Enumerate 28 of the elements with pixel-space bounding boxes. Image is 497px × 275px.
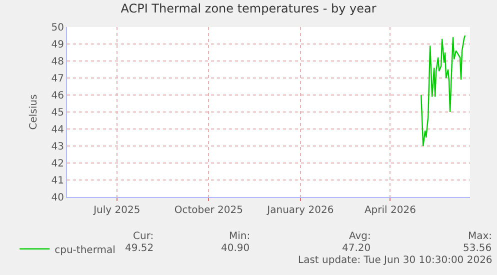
text: 40.90 xyxy=(221,243,250,254)
x-tick-label: April 2026 xyxy=(364,205,416,216)
y-tick-label: 45 xyxy=(51,108,64,118)
y-tick-label: 48 xyxy=(51,56,64,68)
y-tick-label: 40 xyxy=(51,192,64,204)
text: Max: xyxy=(468,231,492,242)
y-tick-label: 49 xyxy=(51,40,64,50)
y-tick-label: 41 xyxy=(51,176,64,186)
text: 47.20 xyxy=(342,243,371,254)
y-axis-title: Celsius xyxy=(28,94,40,130)
line-series xyxy=(420,34,466,147)
legend-label: cpu-thermal xyxy=(54,244,116,256)
y-tick-label: 46 xyxy=(51,90,64,102)
x-tick-label: October 2025 xyxy=(174,205,243,216)
text: Avg: xyxy=(349,231,371,242)
y-tick-label: 43 xyxy=(51,142,64,152)
text: 49.52 xyxy=(125,243,154,254)
y-tick-label: 50 xyxy=(51,22,64,34)
x-tick-label: July 2025 xyxy=(92,205,140,216)
text: Cur: xyxy=(133,231,154,242)
y-tick-label: 44 xyxy=(51,124,64,136)
text: 53.56 xyxy=(463,243,492,254)
text: Last update: Tue Jun 30 10:30:00 2026 xyxy=(298,255,492,266)
y-tick-label: 47 xyxy=(51,74,64,84)
x-tick-label: January 2026 xyxy=(266,205,334,216)
chart-title: ACPI Thermal zone temperatures - by year xyxy=(120,2,376,16)
y-tick-label: 42 xyxy=(51,158,64,170)
text: Min: xyxy=(229,231,250,242)
